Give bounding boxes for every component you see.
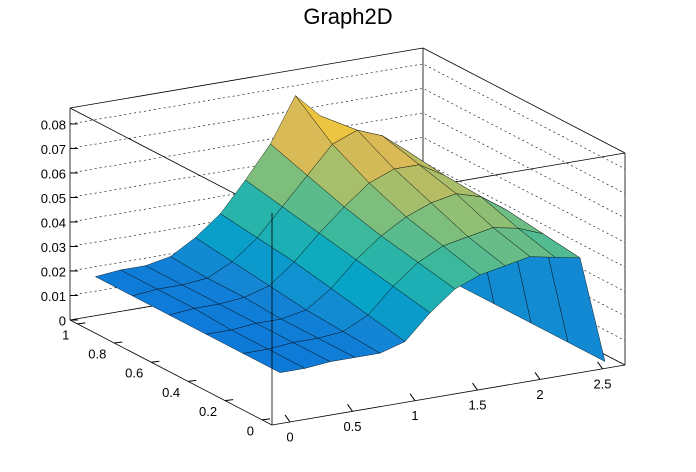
x-tick-label: 1	[411, 408, 418, 423]
y-tick-label: 0	[247, 423, 254, 438]
x-tick	[409, 393, 416, 401]
z-tick-label: 0.03	[41, 240, 66, 255]
y-tick-label: 0.8	[88, 346, 106, 361]
z-tick-label: 0.02	[41, 264, 66, 279]
y-tick	[77, 322, 86, 325]
x-tick	[347, 404, 353, 412]
x-tick	[597, 361, 603, 370]
x-tick	[534, 372, 541, 380]
z-tick-label: 0.04	[41, 215, 66, 230]
x-tick-label: 2	[536, 387, 543, 402]
x-tick-label: 0.5	[343, 419, 361, 434]
y-tick-label: 1	[62, 327, 69, 342]
y-tick-label: 0.4	[162, 385, 180, 400]
y-tick	[151, 360, 160, 363]
axis-line	[69, 319, 273, 426]
z-tick-label: 0.05	[41, 191, 66, 206]
box-edge	[422, 47, 626, 154]
y-tick	[188, 379, 197, 382]
box-edge	[69, 47, 424, 109]
x-tick-label: 0	[286, 429, 293, 444]
z-tick-label: 0.07	[41, 142, 66, 157]
axis-line	[271, 364, 626, 426]
y-tick-label: 0.2	[199, 404, 217, 419]
y-tick	[225, 399, 234, 402]
z-tick-label: 0.01	[41, 289, 66, 304]
y-tick	[114, 341, 123, 344]
z-tick-label: 0.08	[41, 117, 66, 132]
y-tick	[261, 418, 271, 421]
x-tick-label: 2.5	[593, 376, 611, 391]
surface-cell	[242, 348, 306, 373]
x-tick	[472, 382, 478, 391]
y-tick-label: 0.6	[125, 366, 143, 381]
x-tick-label: 1.5	[468, 398, 486, 413]
chart-title: Graph2D	[303, 4, 392, 29]
z-tick-label: 0	[59, 313, 66, 328]
z-tick-label: 0.06	[41, 166, 66, 181]
x-tick	[284, 414, 291, 423]
